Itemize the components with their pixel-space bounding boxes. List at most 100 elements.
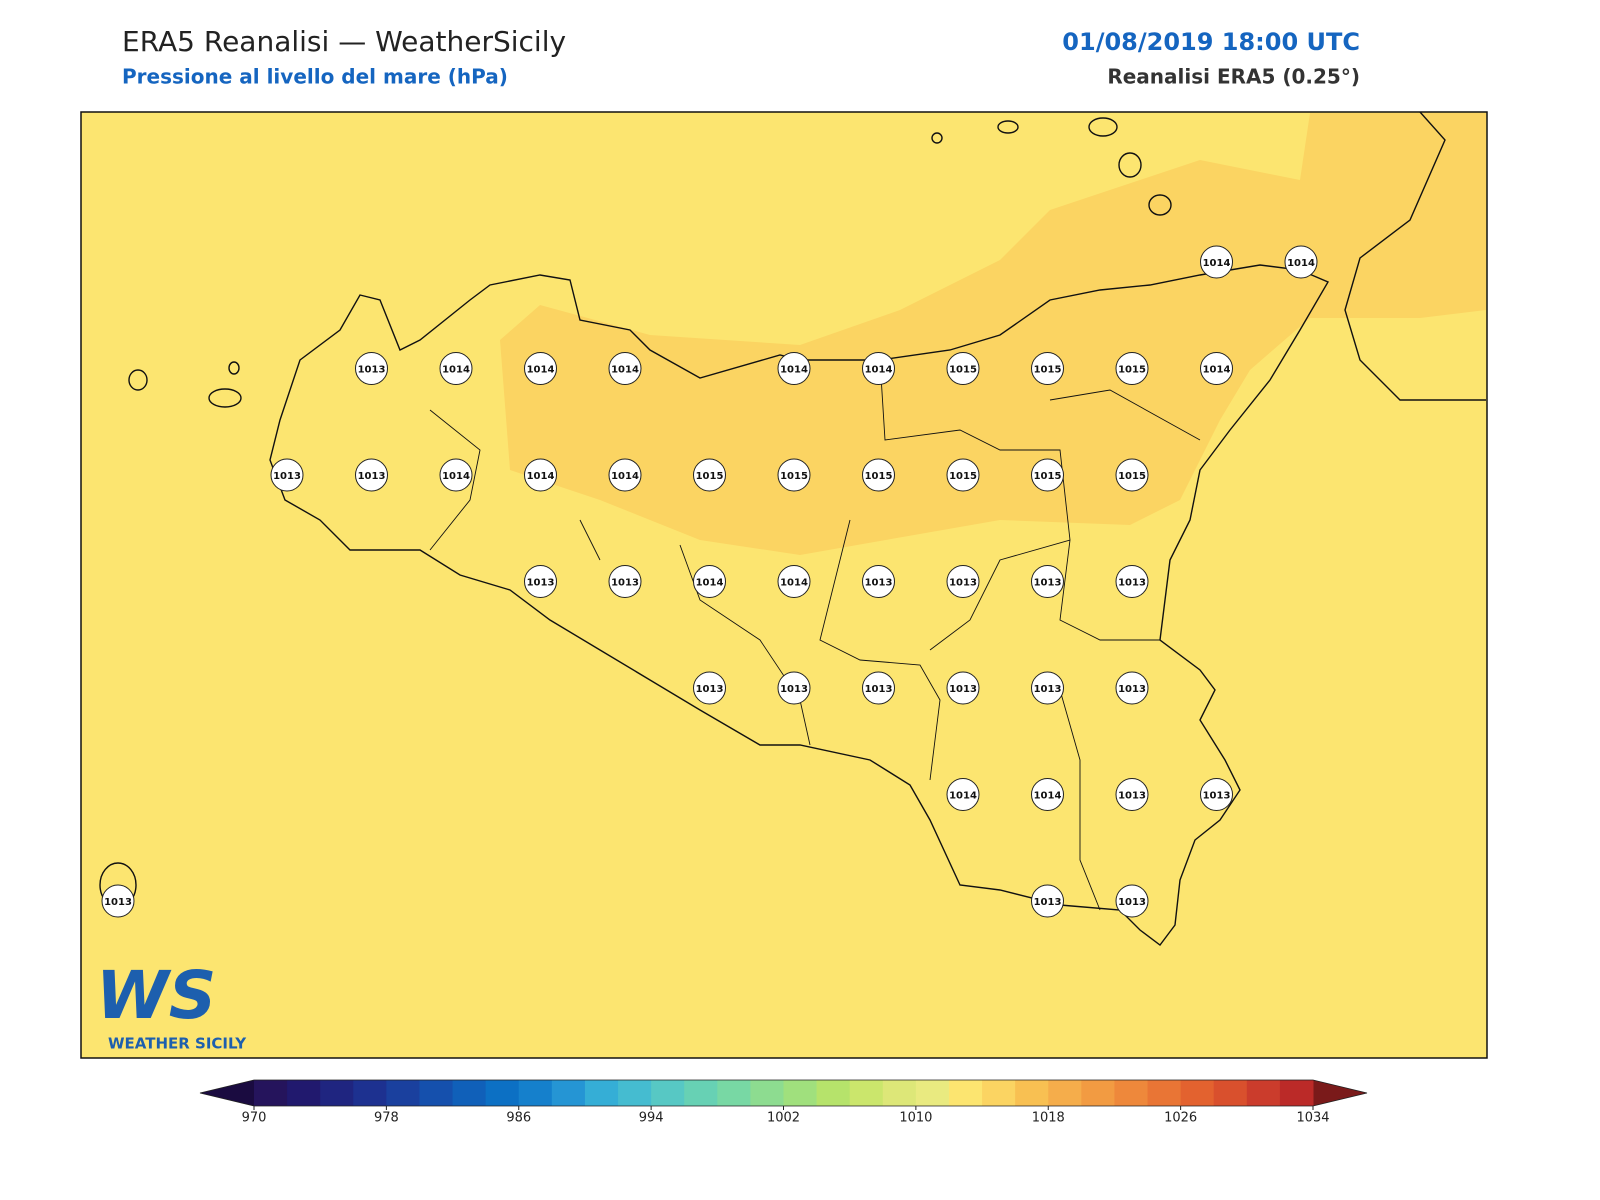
map: 1014 1014 1013 1014 1014 1014 1014 1014 1015 1015… xyxy=(80,111,1488,1059)
colorbar-tick-label: 1026 xyxy=(1164,1111,1197,1126)
title: ERA5 Reanalisi — WeatherSicily xyxy=(122,25,566,58)
station-value: 1013 xyxy=(104,897,132,908)
station-value: 1013 xyxy=(1118,684,1146,695)
station-marker xyxy=(524,352,557,385)
station-value: 1013 xyxy=(780,684,808,695)
colorbar-bin xyxy=(750,1080,784,1106)
colorbar-bin xyxy=(320,1080,354,1106)
colorbar-bin xyxy=(485,1080,520,1106)
station-value: 1015 xyxy=(696,471,724,482)
station-value: 1013 xyxy=(358,365,386,376)
station-value: 1013 xyxy=(865,684,893,695)
station-marker xyxy=(524,565,557,598)
station-marker xyxy=(777,671,811,705)
station-marker xyxy=(777,458,811,492)
station-marker xyxy=(270,458,304,492)
station-value: 1014 xyxy=(780,365,808,376)
station-value: 1014 xyxy=(1034,791,1062,802)
station-value: 1015 xyxy=(1034,471,1062,482)
station-marker xyxy=(1031,458,1064,492)
station-value: 1013 xyxy=(1034,684,1062,695)
colorbar-bin xyxy=(882,1080,917,1106)
colorbar-tick-label: 1010 xyxy=(899,1111,932,1126)
station-value: 1013 xyxy=(273,471,301,482)
station-marker xyxy=(1115,884,1149,918)
station-marker xyxy=(1284,245,1318,279)
station-marker xyxy=(946,352,980,385)
colorbar-bin xyxy=(982,1080,1016,1106)
station-marker xyxy=(693,671,726,705)
station-marker xyxy=(608,458,642,492)
station-value: 1015 xyxy=(1118,471,1146,482)
station-value: 1014 xyxy=(1287,258,1315,269)
station-value: 1014 xyxy=(611,471,639,482)
station-value: 1013 xyxy=(527,578,555,589)
colorbar-tick-label: 986 xyxy=(506,1111,531,1126)
colorbar-bin xyxy=(783,1080,818,1106)
logo-name: WEATHER SICILY xyxy=(108,1035,247,1053)
station-marker xyxy=(608,352,642,385)
station-value: 1013 xyxy=(1203,791,1231,802)
island xyxy=(228,361,240,375)
island xyxy=(208,388,242,408)
station-value: 1013 xyxy=(1118,791,1146,802)
colorbar-bin xyxy=(1114,1080,1149,1106)
station-value: 1014 xyxy=(1203,258,1231,269)
station-value: 1013 xyxy=(696,684,724,695)
station-marker xyxy=(693,458,726,492)
colorbar-tick-label: 994 xyxy=(639,1111,664,1126)
station-marker xyxy=(946,671,980,705)
station-value: 1014 xyxy=(865,365,893,376)
colorbar-bin xyxy=(1180,1080,1215,1106)
station-value: 1014 xyxy=(780,578,808,589)
colorbar-bin xyxy=(1048,1080,1082,1106)
coastline-sicily xyxy=(269,264,1330,946)
station-marker xyxy=(101,884,135,918)
colorbar-bin xyxy=(386,1080,420,1106)
station-value: 1013 xyxy=(1118,897,1146,908)
station-value: 1015 xyxy=(780,471,808,482)
provincial-borders xyxy=(429,359,1201,911)
station-marker xyxy=(946,778,980,811)
station-marker xyxy=(862,458,895,492)
island xyxy=(997,120,1019,134)
station-value: 1014 xyxy=(442,365,470,376)
station-value: 1015 xyxy=(1034,365,1062,376)
station-marker xyxy=(1115,778,1149,811)
colorbar-bin xyxy=(1213,1080,1248,1106)
station-labels: 1014 1014 1013 1014 1014 1014 1014 1014 1015 1015… xyxy=(101,245,1318,918)
colorbar-bin xyxy=(1246,1080,1281,1106)
station-marker xyxy=(439,458,473,492)
station-value: 1013 xyxy=(1034,897,1062,908)
colorbar-bin xyxy=(353,1080,387,1106)
colorbar-bin xyxy=(651,1080,685,1106)
colorbar-bin xyxy=(915,1080,950,1106)
coastline-calabria xyxy=(1344,111,1486,401)
subtitle: Pressione al livello del mare (hPa) xyxy=(122,65,508,89)
island xyxy=(1118,152,1142,178)
station-marker xyxy=(1115,671,1149,705)
station-marker xyxy=(777,352,811,385)
station-value: 1013 xyxy=(1118,578,1146,589)
station-value: 1013 xyxy=(611,578,639,589)
date: 01/08/2019 18:00 UTC xyxy=(1062,28,1360,56)
colorbar-tick-label: 970 xyxy=(242,1111,267,1126)
colorbar-tick-label: 1002 xyxy=(767,1111,800,1126)
island xyxy=(1088,117,1118,137)
colorbar-bin xyxy=(254,1080,288,1106)
station-marker xyxy=(777,565,811,598)
colorbar-tick-label: 978 xyxy=(374,1111,399,1126)
colorbar-under xyxy=(200,1080,254,1106)
colorbar-bin xyxy=(584,1080,619,1106)
colorbar-bin xyxy=(1279,1080,1314,1106)
logo: WS WEATHER SICILY xyxy=(96,957,247,1052)
station-value: 1015 xyxy=(865,471,893,482)
station-value: 1014 xyxy=(611,365,639,376)
colorbar-over xyxy=(1313,1080,1367,1106)
pressure-band xyxy=(500,113,1486,555)
colorbar-bin xyxy=(849,1080,884,1106)
station-value: 1013 xyxy=(949,578,977,589)
colorbar-bin xyxy=(618,1080,652,1106)
colorbar: 970 978 986 994 1002 1010 1018 1026 1034 xyxy=(199,1079,1368,1126)
